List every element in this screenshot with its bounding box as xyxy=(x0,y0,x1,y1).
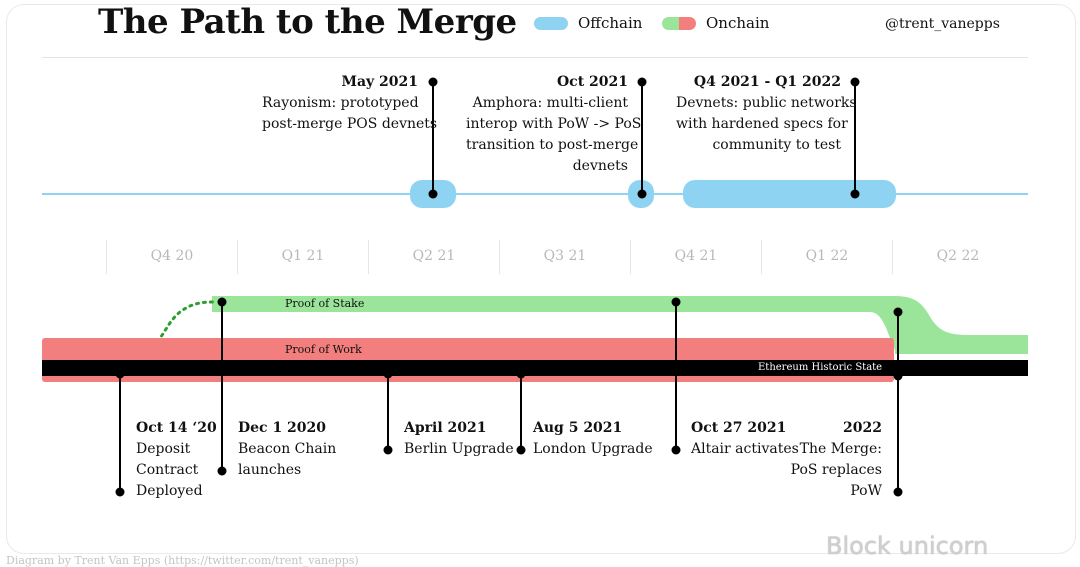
onchain-event-altair: Oct 27 2021 Altair activates xyxy=(691,418,799,460)
event-date: May 2021 xyxy=(341,74,418,90)
onchain-marker-beacon xyxy=(217,297,227,476)
event-desc-line: transition to post-merge xyxy=(466,137,639,153)
onchain-marker-merge xyxy=(893,307,903,497)
event-desc-line: community to test xyxy=(712,137,841,153)
pos-band xyxy=(212,296,1028,354)
event-desc-line: with hardened specs for xyxy=(676,116,848,132)
event-desc-line: Beacon Chain xyxy=(238,441,337,457)
quarter-label: Q1 22 xyxy=(805,248,849,264)
event-desc-line: Contract xyxy=(136,462,199,478)
onchain-marker-deposit xyxy=(115,369,125,497)
event-date: Q4 2021 - Q1 2022 xyxy=(693,74,841,90)
event-desc-line: Berlin Upgrade xyxy=(404,441,514,457)
event-date: Aug 5 2021 xyxy=(533,420,623,436)
quarter-label: Q2 21 xyxy=(412,248,456,264)
quarter-separator xyxy=(630,240,631,274)
quarter-label: Q3 21 xyxy=(543,248,587,264)
quarter-separator xyxy=(761,240,762,274)
event-desc-line: London Upgrade xyxy=(533,441,653,457)
quarter-label: Q4 20 xyxy=(150,248,194,264)
quarter-separator xyxy=(237,240,238,274)
header-divider xyxy=(42,57,1028,58)
event-desc-line: Altair activates xyxy=(691,441,799,457)
offchain-marker-may-2021 xyxy=(428,77,438,199)
event-desc-line: Devnets: public networks xyxy=(676,95,857,111)
quarter-separator xyxy=(368,240,369,274)
diagram-title: The Path to the Merge xyxy=(98,2,517,42)
event-desc-line: post-merge POS devnets xyxy=(262,116,438,132)
onchain-swatch xyxy=(662,16,696,30)
event-date: April 2021 xyxy=(404,420,487,436)
onchain-event-london: Aug 5 2021 London Upgrade xyxy=(533,418,653,460)
quarter-label: Q4 21 xyxy=(674,248,718,264)
event-date: Dec 1 2020 xyxy=(238,420,327,436)
pos-band-label: Proof of Stake xyxy=(285,297,365,310)
event-date: 2022 xyxy=(843,420,882,436)
event-desc-line: The Merge: xyxy=(799,441,882,457)
event-desc-line: PoS replaces xyxy=(790,462,882,478)
event-desc-line: interop with PoW -> PoS xyxy=(466,116,642,132)
event-desc-line: Deposit xyxy=(136,441,191,457)
event-date: Oct 27 2021 xyxy=(691,420,787,436)
onchain-marker-london xyxy=(516,369,526,455)
event-desc-line: devnets xyxy=(572,158,628,174)
quarter-separator xyxy=(499,240,500,274)
offchain-marker-q4-2021 xyxy=(850,77,860,199)
legend-onchain: Onchain xyxy=(662,14,769,32)
legend-offchain: Offchain xyxy=(534,14,642,32)
event-desc-line: Amphora: multi-client xyxy=(472,95,628,111)
onchain-event-merge: 2022 The Merge: PoS replaces PoW xyxy=(784,418,882,502)
author-handle: @trent_vanepps xyxy=(885,16,1000,32)
quarter-label: Q2 22 xyxy=(936,248,980,264)
offchain-marker-oct-2021 xyxy=(637,77,647,199)
onchain-event-deposit: Oct 14 ‘20 Deposit Contract Deployed xyxy=(136,418,217,502)
event-date: Oct 14 ‘20 xyxy=(136,420,217,436)
offchain-swatch xyxy=(534,16,568,30)
historic-state-band xyxy=(42,360,1028,376)
event-desc-line: Deployed xyxy=(136,483,203,499)
quarter-label: Q1 21 xyxy=(281,248,325,264)
onchain-marker-berlin xyxy=(383,369,393,455)
historic-state-label: Ethereum Historic State xyxy=(758,362,883,373)
event-desc-line: PoW xyxy=(850,483,882,499)
offchain-event-rayonism: May 2021 Rayonism: prototyped post-merge… xyxy=(262,72,438,135)
quarter-separator xyxy=(106,240,107,274)
event-date: Oct 2021 xyxy=(556,74,628,90)
onchain-event-berlin: April 2021 Berlin Upgrade xyxy=(404,418,514,460)
onchain-event-beacon: Dec 1 2020 Beacon Chain launches xyxy=(238,418,336,481)
onchain-marker-altair xyxy=(671,297,681,455)
event-desc-line: launches xyxy=(238,462,302,478)
watermark: Block unicorn xyxy=(826,532,989,560)
offchain-event-amphora: Oct 2021 Amphora: multi-client interop w… xyxy=(466,72,642,177)
legend-offchain-label: Offchain xyxy=(578,14,643,32)
offchain-pill-devnets xyxy=(683,180,896,208)
pow-band-label: Proof of Work xyxy=(285,343,362,356)
footer-credit: Diagram by Trent Van Epps (https://twitt… xyxy=(6,554,359,567)
legend-onchain-label: Onchain xyxy=(706,14,770,32)
event-desc-line: Rayonism: prototyped xyxy=(262,95,419,111)
quarter-separator xyxy=(892,240,893,274)
offchain-event-devnets: Q4 2021 - Q1 2022 Devnets: public networ… xyxy=(676,72,857,156)
